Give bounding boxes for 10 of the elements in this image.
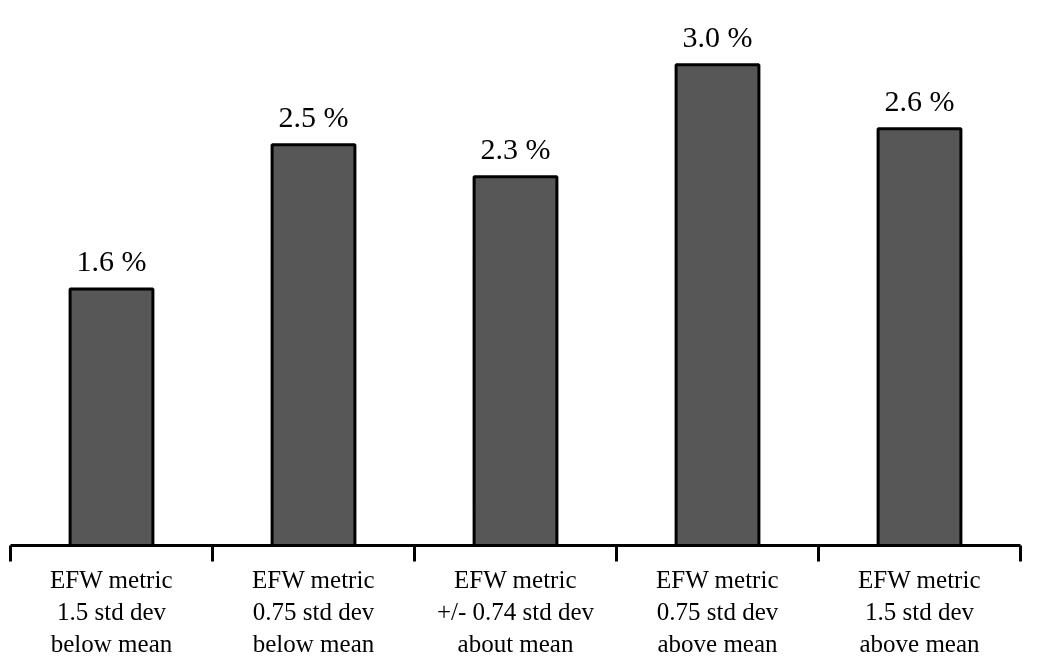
data-label: 1.6 % [76,244,147,278]
data-label: 3.0 % [682,19,753,53]
data-label: 2.5 % [278,99,349,133]
x-tick-label: EFW metric 0.75 std dev below mean [252,565,375,658]
data-label: 2.6 % [884,83,955,117]
x-tick-label: EFW metric 0.75 std dev above mean [656,565,779,658]
x-tick-label: EFW metric +/- 0.74 std dev about mean [436,565,595,658]
x-tick-label: EFW metric 1.5 std dev above mean [858,565,981,658]
x-tick-label: EFW metric 1.5 std dev below mean [50,565,173,658]
data-label: 2.3 % [480,131,551,165]
